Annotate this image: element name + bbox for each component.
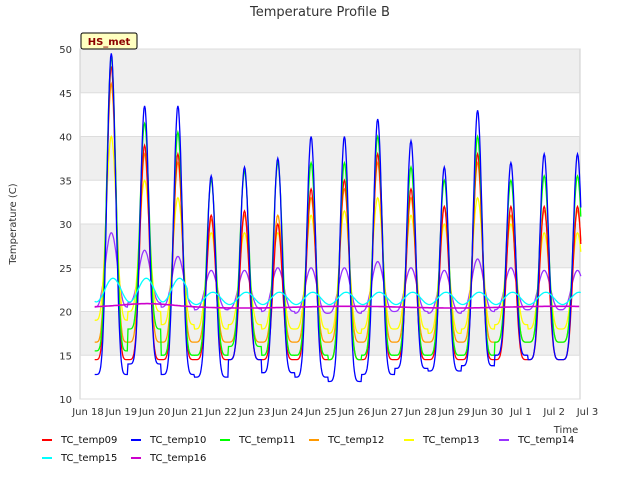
y-tick-label: 40 — [59, 133, 72, 144]
series-line-TC_temp10 — [94, 53, 582, 383]
x-tick-labels: Jun 18 Jun 19 Jun 20 Jun 21 Jun 22 Jun 23 Jun … — [71, 407, 598, 418]
x-tick-label: Jun 25 — [304, 407, 337, 418]
series-lines — [94, 53, 582, 383]
hs-met-badge-box — [80, 32, 138, 50]
x-tick-label: Jul 2 — [542, 407, 565, 418]
y-tick-labels: 10 15 20 25 30 35 40 45 50 — [59, 45, 72, 406]
y-tick-label: 45 — [59, 89, 72, 100]
x-tick-label: Jun 23 — [238, 407, 271, 418]
series-line-TC_temp15 — [94, 277, 581, 306]
y-tick-label: 50 — [59, 45, 72, 56]
x-tick-label: Jun 19 — [105, 407, 138, 418]
legend-label-TC_temp16: TC_temp16 — [149, 453, 206, 464]
x-tick-label: Jun 20 — [138, 407, 171, 418]
grid-band — [80, 136, 580, 181]
x-tick-label: Jun 29 — [438, 407, 471, 418]
legend-label-TC_temp10: TC_temp10 — [149, 435, 206, 446]
legend-label-TC_temp15: TC_temp15 — [60, 453, 117, 464]
x-tick-label: Jul 1 — [509, 407, 532, 418]
legend: TC_temp09 TC_temp10 TC_temp11 TC_temp12 TC_t… — [42, 435, 574, 464]
y-tick-label: 35 — [59, 176, 72, 187]
legend-label-TC_temp11: TC_temp11 — [238, 435, 295, 446]
x-axis-label: Time — [553, 425, 578, 436]
y-tick-label: 25 — [59, 264, 72, 275]
legend-label-TC_temp12: TC_temp12 — [327, 435, 384, 446]
x-tick-label: Jun 28 — [404, 407, 437, 418]
x-tick-label: Jun 26 — [338, 407, 371, 418]
series-line-TC_temp16 — [94, 302, 580, 309]
gridlines — [80, 48, 580, 400]
grid-band — [80, 49, 580, 93]
x-tick-label: Jul 3 — [576, 407, 599, 418]
x-tick-label: Jun 30 — [471, 407, 504, 418]
x-tick-label: Jun 27 — [371, 407, 404, 418]
hs-met-badge: HS_met — [80, 32, 138, 50]
plot-background-bands — [80, 49, 580, 356]
x-tick-label: Jun 22 — [204, 407, 237, 418]
hs-met-badge-text: HS_met — [88, 37, 131, 48]
x-tick-label: Jun 18 — [71, 407, 104, 418]
y-tick-label: 30 — [59, 220, 72, 231]
y-axis-label: Temperature (C) — [8, 183, 19, 265]
x-tick-label: Jun 21 — [171, 407, 204, 418]
x-tick-label: Jun 24 — [271, 407, 304, 418]
y-tick-label: 15 — [59, 351, 72, 362]
chart-title: Temperature Profile B — [249, 5, 390, 20]
legend-label-TC_temp13: TC_temp13 — [422, 435, 479, 446]
legend-label-TC_temp14: TC_temp14 — [517, 435, 574, 446]
legend-label-TC_temp09: TC_temp09 — [60, 435, 117, 446]
y-tick-label: 20 — [59, 308, 72, 319]
grid-band — [80, 224, 580, 268]
y-tick-label: 10 — [59, 395, 72, 406]
